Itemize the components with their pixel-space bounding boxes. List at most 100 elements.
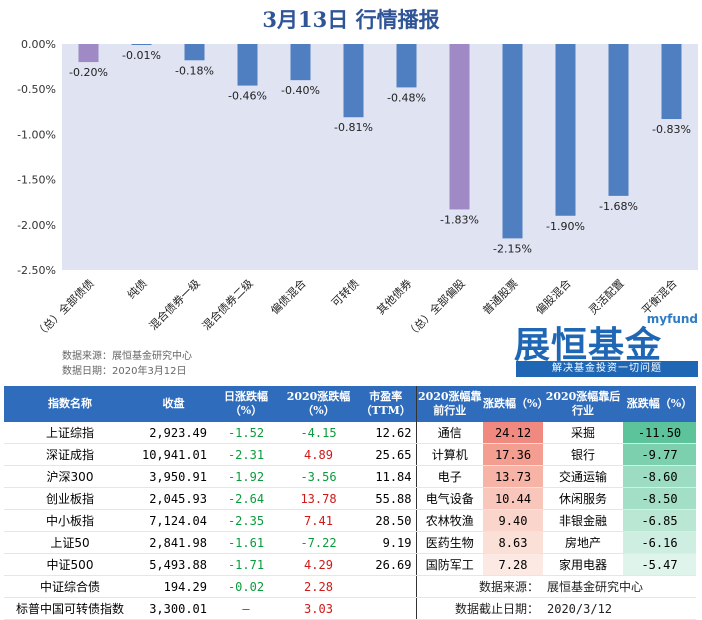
bar: [290, 44, 311, 81]
index-name: 上证50: [4, 531, 136, 554]
table-row: 标普中国可转债指数 3,300.01–3.03 数据截止日期： 2020/3/12: [4, 597, 696, 620]
chart-source: 数据来源：展恒基金研究中心: [62, 351, 192, 362]
top-industry: 计算机: [415, 443, 483, 466]
day-change: -1.52: [211, 422, 281, 444]
bottom-industry-change: -8.50: [623, 487, 696, 510]
x-tick-label: 混合债券二级: [199, 276, 256, 333]
x-tick-label: 其他债券: [374, 276, 415, 317]
ytd-change: 13.78: [281, 487, 356, 510]
bottom-industry: 家用电器: [543, 553, 623, 576]
bar: [343, 44, 364, 118]
table-row: 中小板指 7,124.04 -2.35 7.41 28.50 农林牧渔 9.40 非银金融 -6…: [4, 509, 696, 532]
index-name: 创业板指: [4, 487, 136, 510]
data-label: -0.48%: [387, 91, 426, 104]
bottom-industry: 非银金融: [543, 509, 623, 532]
bottom-industry: 休闲服务: [543, 487, 623, 510]
top-industry-change: 10.44: [483, 487, 543, 510]
header-top-change: 涨跌幅（%）: [483, 386, 548, 422]
pe-value: [356, 575, 416, 598]
header-day: 日涨跌幅（%）: [211, 386, 281, 422]
table-row: 中证综合债 194.29 -0.02 2.28 数据来源： 展恒基金研究中心: [4, 575, 696, 598]
close-value: 3,300.01: [136, 597, 211, 620]
table-row: 创业板指 2,045.93 -2.64 13.78 55.88 电气设备 10.44 休闲服务…: [4, 487, 696, 510]
brand-logo: myfund 展恒基金 解决基金投资一切问题: [514, 312, 698, 378]
table-row: 上证50 2,841.98 -1.61 -7.22 9.19 医药生物 8.63 房地产 -6.…: [4, 531, 696, 554]
pe-value: 11.84: [356, 465, 416, 488]
header-close: 收盘: [136, 386, 211, 422]
market-table: 指数名称 收盘 日涨跌幅（%） 2020涨跌幅（%） 市盈率（TTM） 2020…: [4, 386, 696, 620]
day-change: –: [211, 597, 281, 620]
data-label: -0.81%: [334, 121, 373, 134]
y-tick-label: 0.00%: [21, 38, 56, 51]
table-header-row: 指数名称 收盘 日涨跌幅（%） 2020涨跌幅（%） 市盈率（TTM） 2020…: [4, 386, 696, 422]
index-name: 上证综指: [4, 422, 136, 444]
day-change: -2.35: [211, 509, 281, 532]
pe-value: 9.19: [356, 531, 416, 554]
data-label: -0.40%: [281, 84, 320, 97]
pe-value: 26.69: [356, 553, 416, 576]
top-industry-change: 8.63: [483, 531, 543, 554]
bar: [449, 44, 470, 210]
data-label: -0.01%: [122, 49, 161, 62]
x-tick-label: 可转债: [328, 276, 361, 309]
bottom-industry-change: -6.85: [623, 509, 696, 532]
y-tick-label: -2.00%: [17, 219, 56, 232]
index-name: 标普中国可转债指数: [4, 597, 136, 620]
ytd-change: -7.22: [281, 531, 356, 554]
data-label: -0.18%: [175, 64, 214, 77]
ytd-change: 4.29: [281, 553, 356, 576]
bar-chart: 0.00% -0.50% -1.00% -1.50% -2.00% -2.50% -0.20…: [17, 38, 698, 341]
y-tick-label: -0.50%: [17, 83, 56, 96]
day-change: -0.02: [211, 575, 281, 598]
bar: [131, 44, 152, 45]
bar: [555, 44, 576, 216]
header-bottom-change: 涨跌幅（%）: [623, 386, 696, 422]
bar: [608, 44, 629, 196]
close-value: 7,124.04: [136, 509, 211, 532]
ytd-change: 3.03: [281, 597, 356, 620]
table-row: 中证500 5,493.88 -1.71 4.29 26.69 国防军工 7.28 家用电器 -…: [4, 553, 696, 576]
index-name: 中证500: [4, 553, 136, 576]
data-label: -1.68%: [599, 200, 638, 213]
bar: [502, 44, 523, 239]
top-industry: 电子: [415, 465, 483, 488]
plot-area: [62, 44, 698, 270]
chart-date: 数据日期：2020年3月12日: [62, 366, 187, 377]
table-note-source-label: 数据来源：: [415, 575, 543, 598]
bottom-industry: 银行: [543, 443, 623, 466]
x-tick-label: （总）全部债债: [32, 276, 96, 340]
top-industry: 通信: [415, 422, 483, 444]
index-name: 深证成指: [4, 443, 136, 466]
data-label: -0.46%: [228, 90, 267, 103]
header-ytd: 2020涨跌幅（%）: [281, 386, 356, 422]
bottom-industry-change: -8.60: [623, 465, 696, 488]
bar: [396, 44, 417, 88]
bottom-industry-change: -5.47: [623, 553, 696, 576]
bottom-industry: 采掘: [543, 422, 623, 444]
pe-value: 55.88: [356, 487, 416, 510]
top-industry-change: 7.28: [483, 553, 543, 576]
ytd-change: 4.89: [281, 443, 356, 466]
ytd-change: 2.28: [281, 575, 356, 598]
close-value: 10,941.01: [136, 443, 211, 466]
day-change: -1.61: [211, 531, 281, 554]
bar: [184, 44, 205, 61]
day-change: -1.92: [211, 465, 281, 488]
close-value: 2,841.98: [136, 531, 211, 554]
bottom-industry: 交通运输: [543, 465, 623, 488]
bottom-industry-change: -11.50: [623, 422, 696, 444]
x-tick-label: 混合债券一级: [146, 276, 203, 333]
header-top-industry: 2020涨幅靠前行业: [415, 386, 483, 422]
data-label: -0.20%: [69, 66, 108, 79]
top-industry-change: 24.12: [483, 422, 543, 444]
logo-en: myfund: [646, 312, 698, 326]
bottom-industry-change: -6.16: [623, 531, 696, 554]
day-change: -2.31: [211, 443, 281, 466]
close-value: 2,923.49: [136, 422, 211, 444]
close-value: 3,950.91: [136, 465, 211, 488]
close-value: 194.29: [136, 575, 211, 598]
data-label: -1.83%: [440, 213, 479, 226]
index-name: 中证综合债: [4, 575, 136, 598]
pe-value: 12.62: [356, 422, 416, 444]
pe-value: 28.50: [356, 509, 416, 532]
